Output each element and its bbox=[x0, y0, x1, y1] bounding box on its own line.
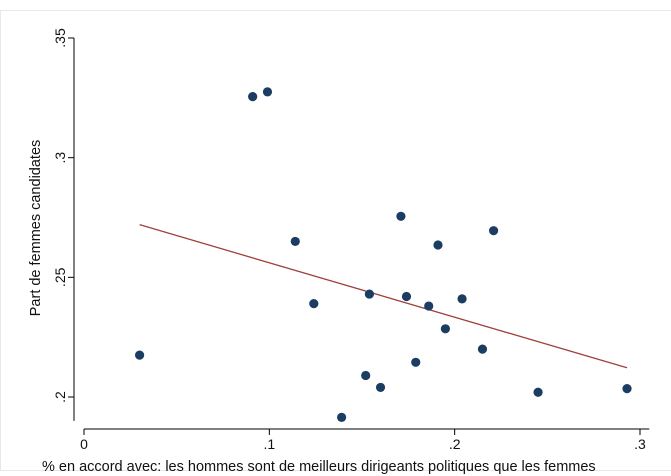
y-tick-label: .3 bbox=[52, 152, 68, 164]
data-point bbox=[401, 291, 412, 302]
data-point bbox=[622, 384, 632, 394]
data-point bbox=[433, 240, 443, 250]
data-point bbox=[375, 382, 386, 393]
points-layer bbox=[135, 87, 632, 422]
data-point bbox=[440, 324, 450, 334]
data-point bbox=[135, 350, 145, 360]
data-point bbox=[424, 301, 434, 311]
x-tick-label: .2 bbox=[449, 436, 461, 452]
data-point bbox=[361, 370, 371, 381]
fit-line bbox=[139, 224, 628, 369]
x-tick-label: .1 bbox=[263, 436, 275, 452]
data-point bbox=[364, 289, 375, 299]
data-point bbox=[457, 294, 467, 304]
y-tick-label: .25 bbox=[52, 267, 68, 287]
y-tick-label: .35 bbox=[52, 28, 68, 48]
data-point bbox=[488, 226, 499, 236]
x-tick-label: .3 bbox=[634, 436, 646, 452]
x-axis-title: % en accord avec: les hommes sont de mei… bbox=[42, 459, 596, 475]
data-point bbox=[411, 357, 421, 367]
y-tick-label: .2 bbox=[52, 391, 68, 403]
data-point bbox=[396, 211, 406, 221]
y-axis-title: Part de femmes candidates bbox=[28, 140, 44, 317]
data-point bbox=[533, 387, 543, 397]
data-point bbox=[262, 87, 273, 97]
fit-line-layer bbox=[139, 224, 628, 369]
plot-frame bbox=[0, 10, 671, 471]
data-point bbox=[337, 412, 347, 422]
data-point bbox=[290, 236, 300, 247]
x-ticks: 0 .1 .2 .3 bbox=[80, 429, 646, 452]
data-point bbox=[248, 92, 258, 102]
y-ticks: .2 .25 .3 .35 bbox=[52, 28, 74, 403]
data-point bbox=[477, 344, 488, 354]
data-point bbox=[309, 299, 319, 309]
x-tick-label: 0 bbox=[80, 436, 88, 452]
